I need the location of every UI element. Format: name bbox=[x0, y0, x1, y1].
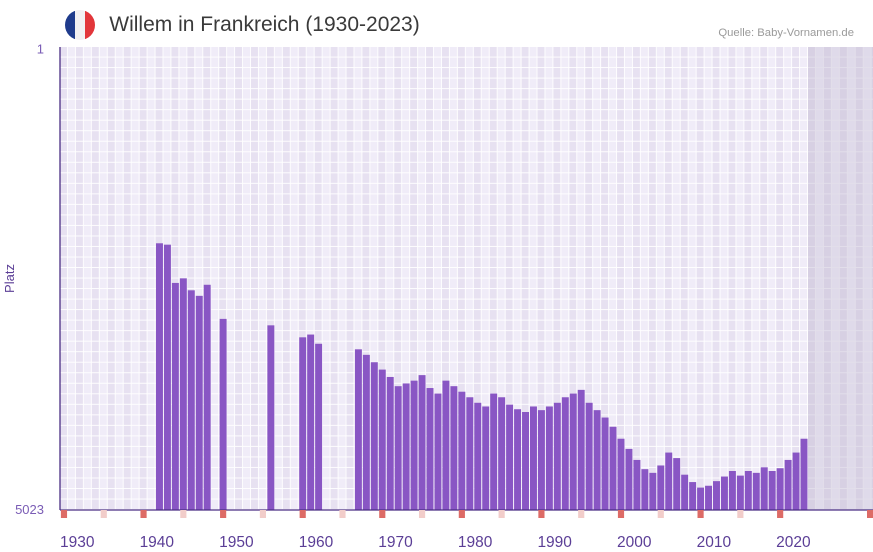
svg-text:1930: 1930 bbox=[60, 534, 95, 551]
svg-text:1960: 1960 bbox=[299, 534, 334, 551]
svg-text:5023: 5023 bbox=[15, 502, 44, 517]
svg-text:2010: 2010 bbox=[697, 534, 732, 551]
svg-text:1940: 1940 bbox=[140, 534, 175, 551]
svg-text:1970: 1970 bbox=[378, 534, 413, 551]
svg-text:2000: 2000 bbox=[617, 534, 652, 551]
svg-text:Platz: Platz bbox=[2, 264, 17, 293]
svg-text:1: 1 bbox=[37, 42, 44, 57]
svg-text:1980: 1980 bbox=[458, 534, 493, 551]
svg-text:1950: 1950 bbox=[219, 534, 254, 551]
svg-text:2020: 2020 bbox=[776, 534, 811, 551]
svg-text:1990: 1990 bbox=[537, 534, 572, 551]
